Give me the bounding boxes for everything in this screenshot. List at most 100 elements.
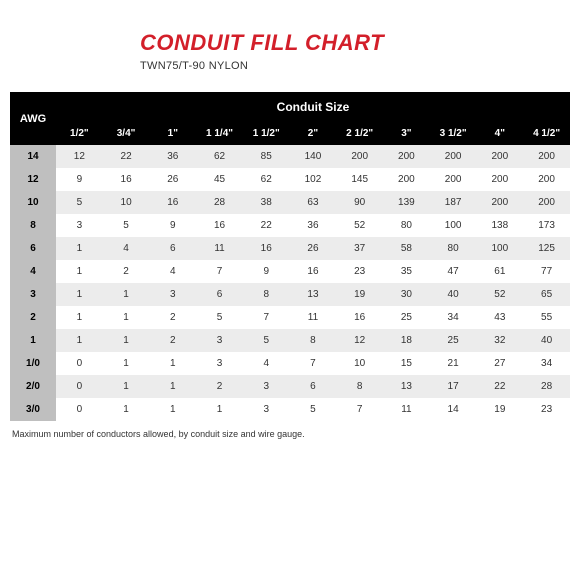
data-cell: 12 xyxy=(56,145,103,168)
data-cell: 28 xyxy=(196,191,243,214)
data-cell: 3 xyxy=(56,214,103,237)
size-header: 1/2" xyxy=(56,122,103,145)
size-header: 4 1/2" xyxy=(523,122,570,145)
data-cell: 58 xyxy=(383,237,430,260)
data-cell: 37 xyxy=(336,237,383,260)
size-header: 2" xyxy=(290,122,337,145)
size-header: 3/4" xyxy=(103,122,150,145)
data-cell: 4 xyxy=(243,352,290,375)
data-cell: 200 xyxy=(383,168,430,191)
data-cell: 1 xyxy=(56,306,103,329)
data-cell: 26 xyxy=(290,237,337,260)
data-cell: 23 xyxy=(336,260,383,283)
data-cell: 100 xyxy=(476,237,523,260)
table-head: AWG Conduit Size 1/2"3/4"1"1 1/4"1 1/2"2… xyxy=(10,92,570,145)
data-cell: 52 xyxy=(336,214,383,237)
data-cell: 22 xyxy=(476,375,523,398)
data-cell: 16 xyxy=(290,260,337,283)
data-cell: 90 xyxy=(336,191,383,214)
data-cell: 21 xyxy=(430,352,477,375)
data-cell: 100 xyxy=(430,214,477,237)
data-cell: 140 xyxy=(290,145,337,168)
data-cell: 102 xyxy=(290,168,337,191)
awg-cell: 8 xyxy=(10,214,56,237)
data-cell: 1 xyxy=(56,283,103,306)
table-row: 3/0011135711141923 xyxy=(10,398,570,421)
data-cell: 10 xyxy=(336,352,383,375)
size-header: 1 1/4" xyxy=(196,122,243,145)
data-cell: 2 xyxy=(149,329,196,352)
header-row-1: AWG Conduit Size xyxy=(10,92,570,122)
data-cell: 11 xyxy=(383,398,430,421)
data-cell: 13 xyxy=(383,375,430,398)
table-row: 83591622365280100138173 xyxy=(10,214,570,237)
data-cell: 30 xyxy=(383,283,430,306)
table-row: 6146111626375880100125 xyxy=(10,237,570,260)
data-cell: 4 xyxy=(103,237,150,260)
data-cell: 0 xyxy=(56,398,103,421)
footnote: Maximum number of conductors allowed, by… xyxy=(0,421,580,459)
data-cell: 16 xyxy=(196,214,243,237)
table-row: 412479162335476177 xyxy=(10,260,570,283)
data-cell: 10 xyxy=(103,191,150,214)
data-cell: 23 xyxy=(523,398,570,421)
data-cell: 13 xyxy=(290,283,337,306)
data-cell: 7 xyxy=(243,306,290,329)
table-row: 311368131930405265 xyxy=(10,283,570,306)
data-cell: 6 xyxy=(196,283,243,306)
data-cell: 6 xyxy=(149,237,196,260)
data-cell: 5 xyxy=(243,329,290,352)
data-cell: 16 xyxy=(149,191,196,214)
awg-cell: 10 xyxy=(10,191,56,214)
awg-cell: 4 xyxy=(10,260,56,283)
data-cell: 80 xyxy=(430,237,477,260)
page-title: CONDUIT FILL CHART xyxy=(140,30,580,56)
size-header: 4" xyxy=(476,122,523,145)
data-cell: 173 xyxy=(523,214,570,237)
size-header: 1 1/2" xyxy=(243,122,290,145)
data-cell: 1 xyxy=(149,398,196,421)
data-cell: 36 xyxy=(290,214,337,237)
data-cell: 16 xyxy=(103,168,150,191)
data-cell: 200 xyxy=(430,168,477,191)
data-cell: 1 xyxy=(103,283,150,306)
data-cell: 3 xyxy=(196,352,243,375)
table-body: 1412223662851402002002002002001291626456… xyxy=(10,145,570,421)
data-cell: 65 xyxy=(523,283,570,306)
data-cell: 11 xyxy=(290,306,337,329)
table-row: 1/00113471015212734 xyxy=(10,352,570,375)
data-cell: 200 xyxy=(383,145,430,168)
data-cell: 22 xyxy=(243,214,290,237)
data-cell: 12 xyxy=(336,329,383,352)
size-header: 3 1/2" xyxy=(430,122,477,145)
table-row: 105101628386390139187200200 xyxy=(10,191,570,214)
data-cell: 40 xyxy=(523,329,570,352)
data-cell: 6 xyxy=(290,375,337,398)
data-cell: 5 xyxy=(56,191,103,214)
data-cell: 15 xyxy=(383,352,430,375)
data-cell: 9 xyxy=(56,168,103,191)
data-cell: 7 xyxy=(196,260,243,283)
data-cell: 18 xyxy=(383,329,430,352)
data-cell: 2 xyxy=(196,375,243,398)
data-cell: 200 xyxy=(476,191,523,214)
data-cell: 28 xyxy=(523,375,570,398)
awg-cell: 1 xyxy=(10,329,56,352)
data-cell: 7 xyxy=(336,398,383,421)
data-cell: 5 xyxy=(103,214,150,237)
data-cell: 25 xyxy=(383,306,430,329)
data-cell: 1 xyxy=(56,260,103,283)
data-cell: 27 xyxy=(476,352,523,375)
data-cell: 9 xyxy=(149,214,196,237)
size-header: 1" xyxy=(149,122,196,145)
data-cell: 1 xyxy=(103,329,150,352)
data-cell: 47 xyxy=(430,260,477,283)
data-cell: 26 xyxy=(149,168,196,191)
size-header: 3" xyxy=(383,122,430,145)
data-cell: 3 xyxy=(149,283,196,306)
awg-cell: 12 xyxy=(10,168,56,191)
data-cell: 1 xyxy=(103,398,150,421)
header: CONDUIT FILL CHART TWN75/T-90 NYLON xyxy=(0,0,580,92)
size-header: 2 1/2" xyxy=(336,122,383,145)
awg-cell: 1/0 xyxy=(10,352,56,375)
